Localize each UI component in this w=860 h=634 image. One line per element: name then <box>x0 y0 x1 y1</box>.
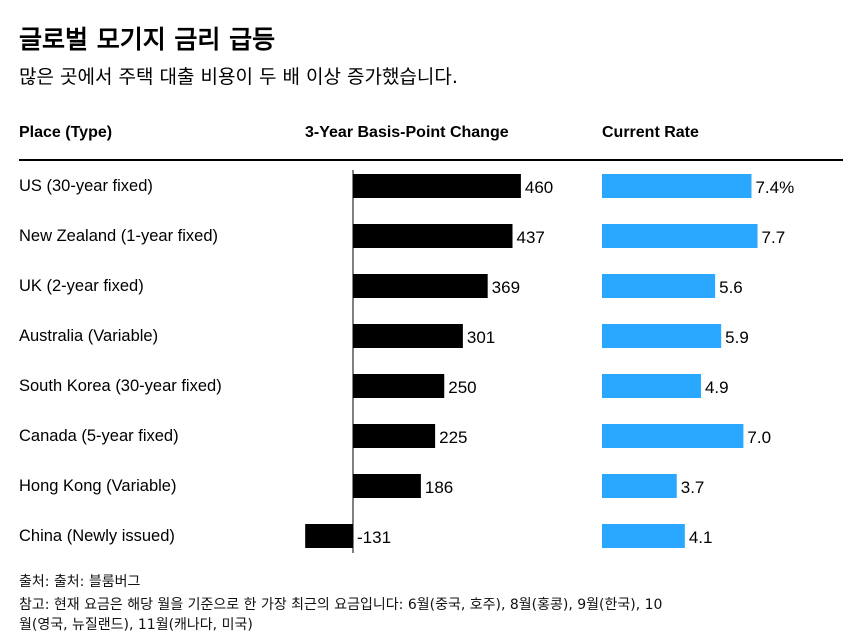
footnote-line-2: 월(영국, 뉴질랜드), 11월(캐나다, 미국) <box>19 617 253 633</box>
category-label: South Korea (30-year fixed) <box>19 377 222 395</box>
rate-value-label: 5.6 <box>719 278 743 297</box>
change-bar <box>353 424 436 448</box>
rate-bar <box>602 474 677 498</box>
header-rule <box>19 159 843 161</box>
rate-bar <box>602 424 744 448</box>
column-header-change: 3-Year Basis-Point Change <box>305 124 509 141</box>
rate-bar <box>602 174 752 198</box>
rate-bar <box>602 224 758 248</box>
category-label: China (Newly issued) <box>19 527 175 545</box>
change-value-label: 301 <box>467 328 495 347</box>
change-bar <box>353 174 521 198</box>
change-bar <box>305 524 353 548</box>
column-header-place: Place (Type) <box>19 124 113 141</box>
rate-value-label: 4.9 <box>705 378 729 397</box>
rate-bar <box>602 324 722 348</box>
rate-bar <box>602 374 701 398</box>
rate-bar <box>602 524 685 548</box>
change-value-label: -131 <box>357 528 391 547</box>
rate-bar <box>602 274 716 298</box>
change-bar <box>353 374 445 398</box>
rate-value-label: 7.4% <box>755 178 794 197</box>
category-label: Hong Kong (Variable) <box>19 477 176 495</box>
category-label: US (30-year fixed) <box>19 177 153 195</box>
rate-value-label: 5.9 <box>725 328 749 347</box>
change-value-label: 460 <box>525 178 553 197</box>
rate-value-label: 7.0 <box>747 428 771 447</box>
change-value-label: 186 <box>425 478 453 497</box>
chart-subtitle: 많은 곳에서 주택 대출 비용이 두 배 이상 증가했습니다. <box>19 66 458 88</box>
source-note: 출처: 출처: 블룸버그 <box>19 574 141 590</box>
rate-value-label: 3.7 <box>681 478 705 497</box>
change-bar <box>353 224 513 248</box>
change-bar <box>353 474 421 498</box>
rate-value-label: 4.1 <box>689 528 713 547</box>
change-value-label: 369 <box>492 278 520 297</box>
change-value-label: 250 <box>448 378 476 397</box>
change-value-label: 437 <box>517 228 545 247</box>
category-label: New Zealand (1-year fixed) <box>19 227 218 245</box>
change-bar <box>353 274 488 298</box>
change-value-label: 225 <box>439 428 467 447</box>
category-label: Australia (Variable) <box>19 327 158 345</box>
change-bar <box>353 324 463 348</box>
column-header-rate: Current Rate <box>602 124 699 141</box>
rate-value-label: 7.7 <box>762 228 786 247</box>
category-label: UK (2-year fixed) <box>19 277 144 295</box>
category-label: Canada (5-year fixed) <box>19 427 179 445</box>
chart-title: 글로벌 모기지 금리 급등 <box>19 25 276 54</box>
footnote-line-1: 참고: 현재 요금은 해당 월을 기준으로 한 가장 최근의 요금입니다: 6월… <box>19 597 663 613</box>
